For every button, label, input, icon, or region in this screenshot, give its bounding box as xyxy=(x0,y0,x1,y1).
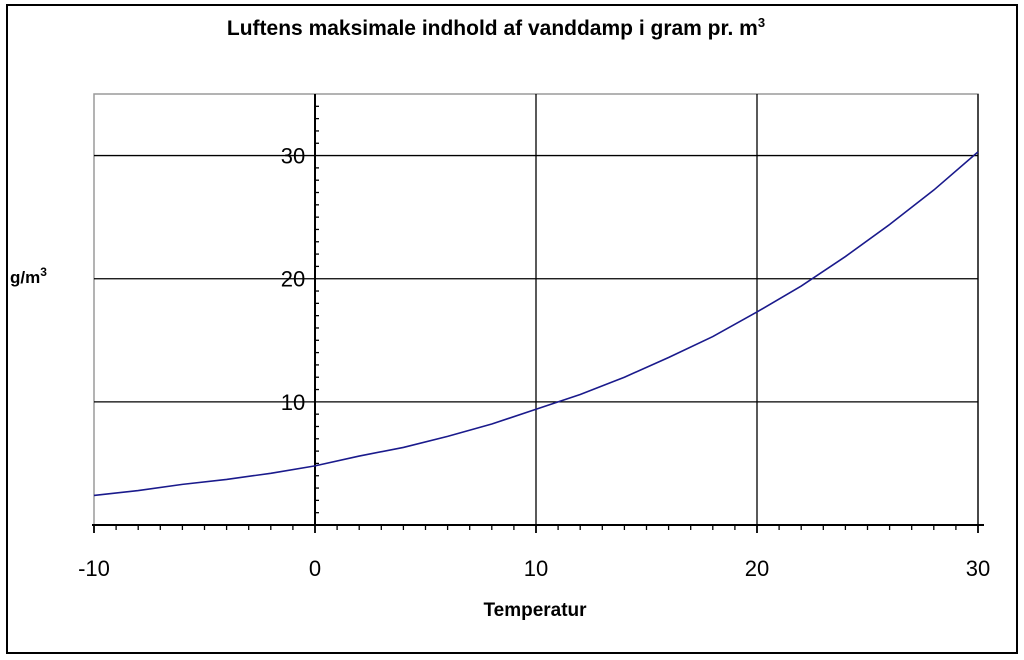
tick-labels: -10 0 10 20 30 10 20 30 xyxy=(78,144,990,581)
x-tick-label: 30 xyxy=(966,556,990,581)
y-tick-label: 30 xyxy=(281,144,305,169)
x-tick-label: 0 xyxy=(309,556,321,581)
chart-frame xyxy=(6,4,1018,654)
chart-title: Luftens maksimale indhold af vanddamp i … xyxy=(227,15,765,40)
x-tick-label: 20 xyxy=(745,556,769,581)
y-axis-label: g/m3 xyxy=(10,265,47,287)
x-axis-label: Temperatur xyxy=(483,600,587,621)
minor-ticks xyxy=(93,105,979,533)
x-tick-label: -10 xyxy=(78,556,110,581)
grid xyxy=(94,94,979,525)
series-line xyxy=(93,151,979,497)
ylabel-superscript: 3 xyxy=(40,265,47,279)
x-tick-label: 10 xyxy=(524,556,548,581)
title-superscript: 3 xyxy=(758,15,765,30)
y-tick-label: 20 xyxy=(281,267,305,292)
y-tick-label: 10 xyxy=(281,390,305,415)
axes xyxy=(92,94,984,526)
